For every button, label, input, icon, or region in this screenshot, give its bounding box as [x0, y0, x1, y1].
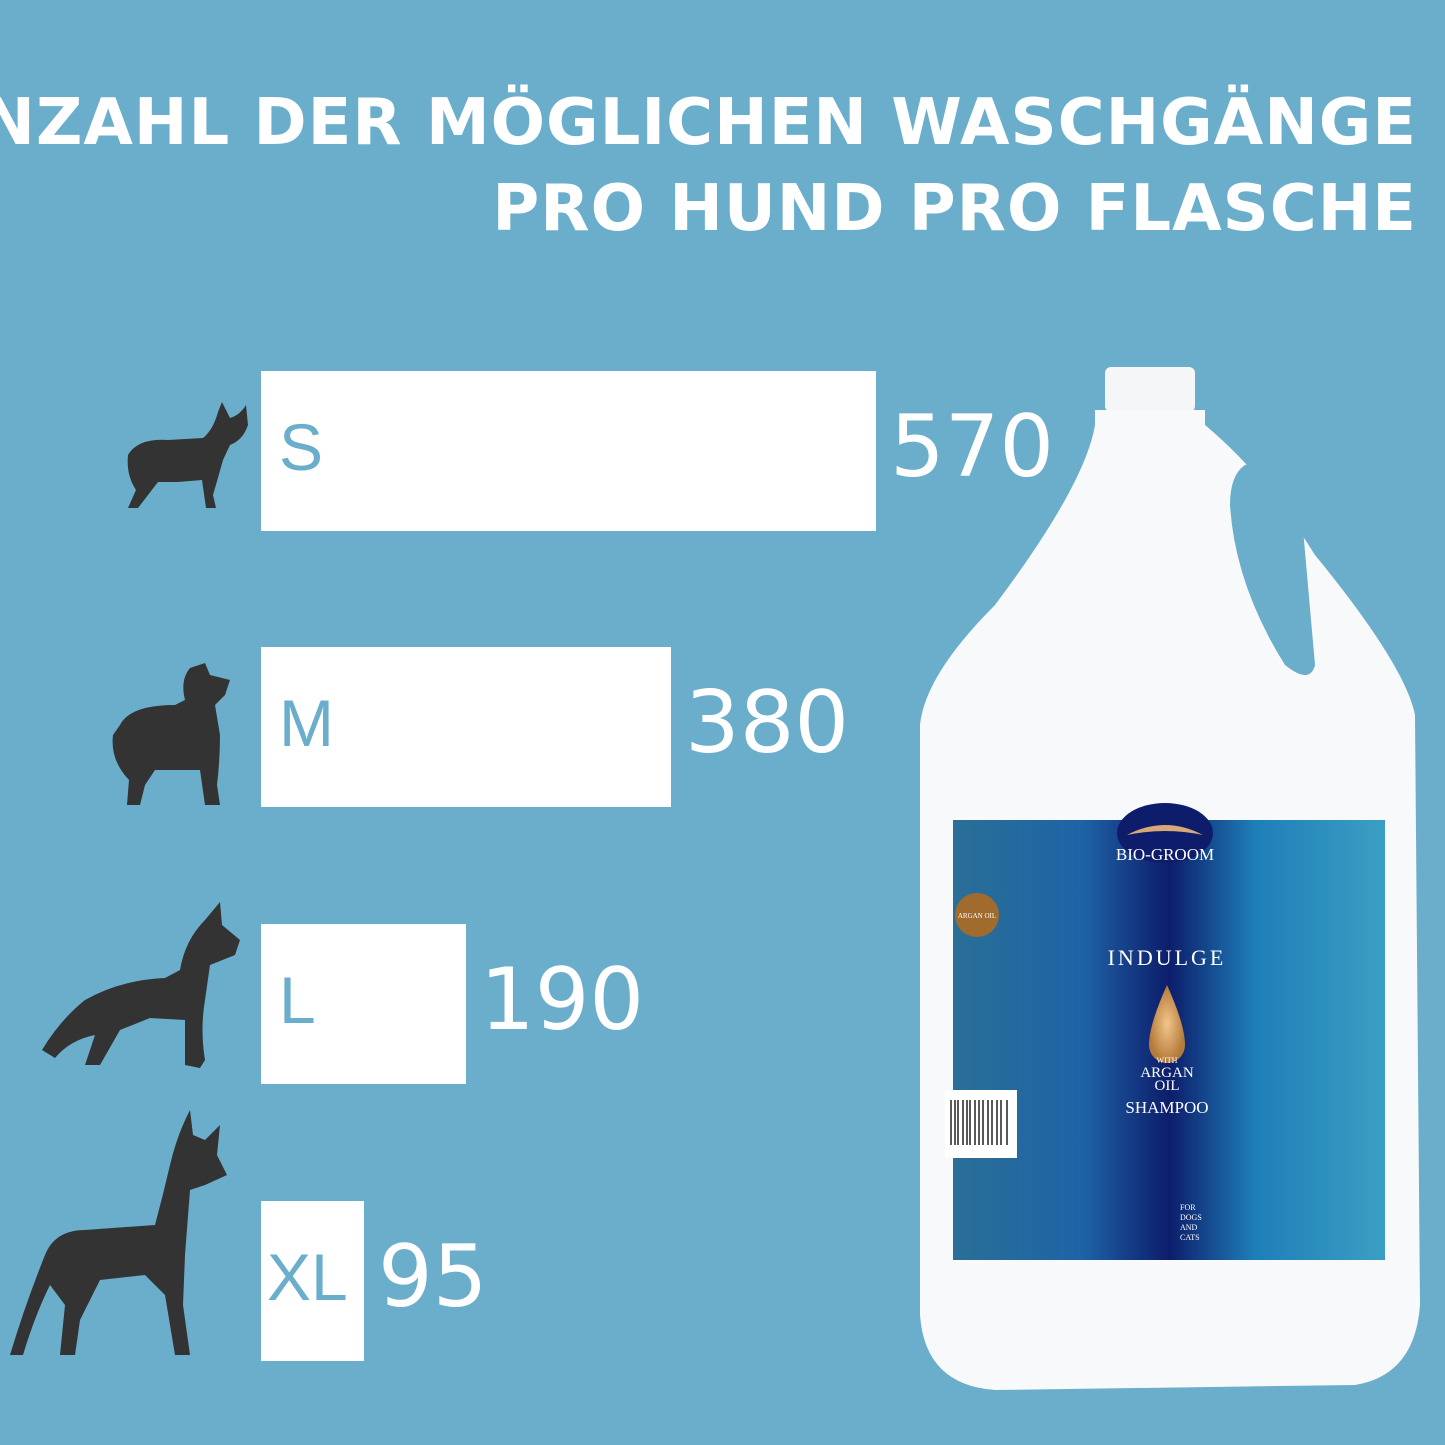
cats-text: CATS — [1180, 1233, 1200, 1242]
bar-category-label: XL — [267, 1240, 348, 1314]
shampoo-bottle-image: BIO-GROOM INDULGE WITH ARGAN OIL SHAMPOO… — [920, 367, 1420, 1390]
bar-category-label: M — [279, 686, 334, 760]
bar-category-label: L — [279, 963, 316, 1037]
title-line-1: ANZAHL DER MÖGLICHEN WASCHGÄNGE — [0, 86, 1417, 160]
bar-value-label: 380 — [685, 673, 850, 773]
argan-badge: ARGAN OIL — [958, 912, 996, 920]
bar-value-label: 95 — [378, 1227, 488, 1327]
bar-m: M — [261, 647, 671, 807]
bar-xl: XL — [261, 1201, 364, 1361]
for-text: FOR — [1180, 1203, 1196, 1212]
large-dog-icon — [42, 902, 240, 1068]
product-oil: OIL — [1155, 1078, 1180, 1094]
title-line-2: PRO HUND PRO FLASCHE — [492, 172, 1417, 246]
and-text: AND — [1180, 1223, 1198, 1232]
bar-category-label: S — [279, 410, 324, 484]
medium-dog-icon — [112, 663, 230, 805]
product-type: SHAMPOO — [1125, 1098, 1208, 1117]
dogs-text: DOGS — [1180, 1213, 1202, 1222]
product-argan: ARGAN — [1140, 1065, 1194, 1081]
small-dog-icon — [127, 402, 248, 508]
product-name: INDULGE — [1108, 945, 1227, 970]
bar-l: L — [261, 924, 466, 1084]
bar-value-label: 190 — [480, 950, 645, 1050]
xl-dog-icon — [10, 1110, 227, 1355]
bar-s: S — [261, 371, 876, 531]
brand-logo: BIO-GROOM — [1116, 845, 1214, 864]
bar-value-label: 570 — [890, 397, 1055, 497]
product-with: WITH — [1157, 1056, 1178, 1065]
